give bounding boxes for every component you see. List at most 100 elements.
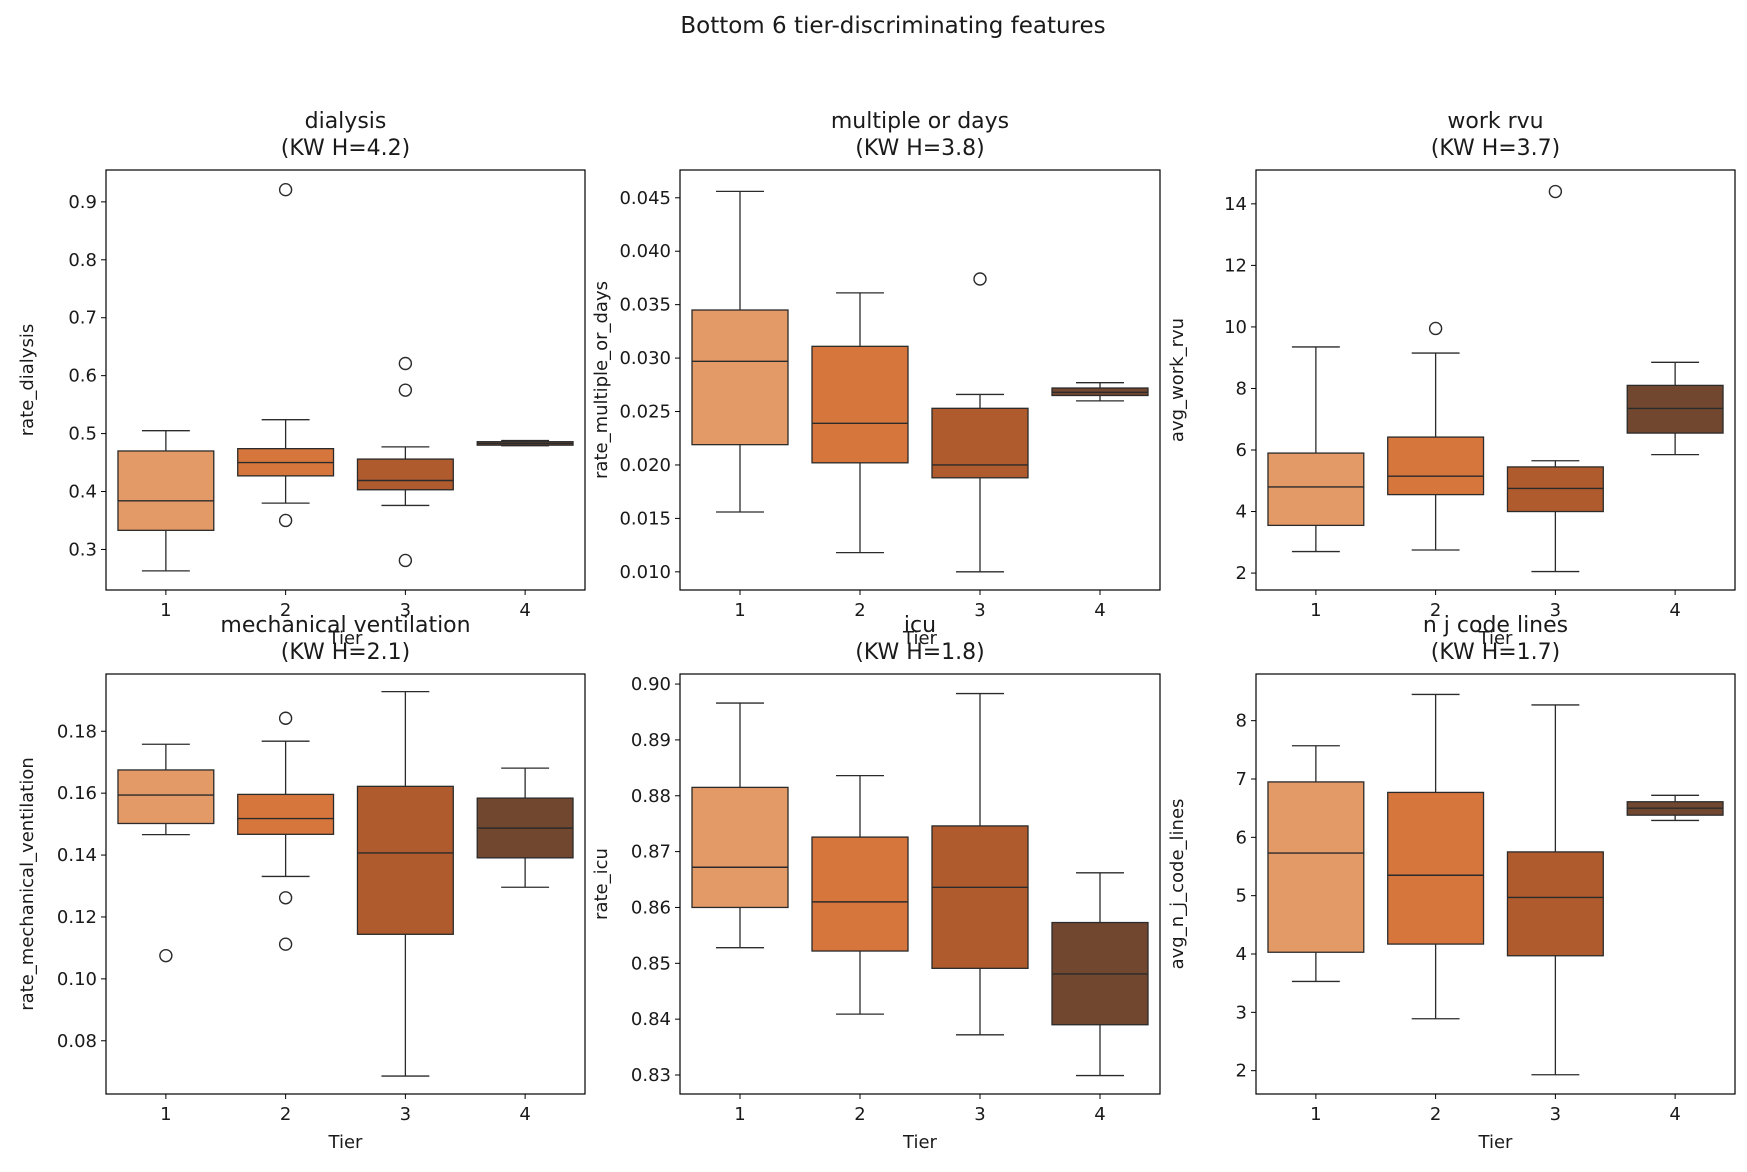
y-tick-label: 4	[1236, 944, 1247, 965]
box-tier-2	[811, 774, 909, 1015]
outlier-point	[159, 948, 173, 963]
box-tier-1	[691, 702, 789, 949]
outlier-point	[973, 272, 987, 286]
box-iqr	[356, 458, 454, 491]
x-tick-label: 1	[1310, 1104, 1321, 1125]
x-tick-label: 3	[974, 600, 985, 621]
box-iqr	[931, 825, 1029, 969]
box-iqr	[1506, 466, 1604, 513]
box-iqr	[1626, 384, 1724, 434]
x-tick-label: 3	[400, 600, 411, 621]
x-tick-label: 3	[974, 1104, 985, 1125]
box-tier-3	[931, 692, 1029, 1036]
y-tick-label: 0.84	[631, 1009, 671, 1030]
outlier-point	[278, 513, 293, 528]
box-tier-2	[811, 292, 909, 554]
outlier-point	[1428, 321, 1443, 336]
panel-subtitle: (KW H=1.8)	[855, 640, 985, 665]
box-tier-1	[691, 190, 789, 513]
x-tick-label: 4	[519, 1104, 530, 1125]
box-tier-1	[117, 743, 215, 963]
x-tick-label: 3	[1550, 600, 1561, 621]
y-axis-label: rate_mechanical_ventilation	[17, 757, 38, 1011]
box-iqr	[1267, 452, 1365, 527]
y-tick-label: 0.90	[631, 674, 671, 695]
x-tick-label: 1	[160, 600, 171, 621]
x-tick-label: 2	[1430, 600, 1441, 621]
y-tick-label: 6	[1236, 440, 1247, 461]
box-tier-1	[117, 430, 215, 572]
x-tick-label: 4	[1669, 600, 1680, 621]
box-tier-4	[1626, 794, 1724, 822]
box-iqr	[356, 785, 454, 935]
box-tier-3	[931, 272, 1029, 573]
y-tick-label: 3	[1236, 1002, 1247, 1023]
box-iqr	[691, 786, 789, 909]
y-axis-label: avg_work_rvu	[1167, 318, 1188, 442]
outlier-point	[278, 711, 293, 725]
axes-frame	[679, 673, 1161, 1095]
y-axis-label: avg_n_j_code_lines	[1167, 799, 1188, 970]
box-tier-1	[1267, 745, 1365, 983]
outlier-point	[398, 553, 413, 568]
y-tick-label: 0.7	[68, 308, 97, 329]
x-tick-label: 2	[1430, 1104, 1441, 1125]
y-tick-label: 0.6	[68, 366, 97, 387]
outlier-point	[398, 356, 413, 371]
panel-1: dialysis(KW H=4.2) 0.3 0.4 0.5 0.6 0.7 0.8 0.9 1…	[17, 109, 586, 649]
box-iqr	[1506, 851, 1604, 957]
y-tick-label: 0.020	[619, 455, 671, 476]
panel-subtitle: (KW H=3.8)	[855, 136, 985, 161]
y-tick-label: 0.83	[631, 1065, 671, 1086]
panel-4: mechanical ventilation(KW H=2.1) 0.08 0.10…	[17, 613, 586, 1153]
y-tick-label: 0.040	[619, 241, 671, 262]
panel-5: icu(KW H=1.8) 0.83 0.84 0.85 0.86 0.87 0.88 0.8…	[591, 613, 1161, 1153]
x-axis-label: Tier	[902, 1132, 938, 1153]
y-tick-label: 0.14	[57, 845, 97, 866]
axes-frame	[1255, 673, 1736, 1095]
y-tick-label: 0.86	[631, 897, 671, 918]
y-tick-label: 0.87	[631, 842, 671, 863]
outlier-point	[278, 937, 293, 951]
x-tick-label: 1	[160, 1104, 171, 1125]
box-tier-3	[1506, 184, 1604, 573]
box-iqr	[117, 769, 215, 825]
x-axis-label: Tier	[902, 628, 938, 649]
box-tier-4	[1626, 361, 1724, 456]
y-tick-label: 0.8	[68, 250, 97, 271]
x-tick-label: 4	[1669, 1104, 1680, 1125]
x-axis-label: Tier	[328, 1132, 364, 1153]
y-tick-label: 0.045	[619, 188, 671, 209]
y-tick-label: 0.10	[57, 969, 97, 990]
y-tick-label: 14	[1224, 194, 1247, 215]
x-tick-label: 2	[854, 600, 865, 621]
y-axis-label: rate_dialysis	[17, 324, 38, 436]
y-tick-label: 0.5	[68, 424, 97, 445]
y-tick-label: 7	[1236, 769, 1247, 790]
panel-6: n j code lines(KW H=1.7) 2 3 4 5 6 7 8 1 2 3 4 Tier a…	[1167, 613, 1736, 1153]
panel-subtitle: (KW H=4.2)	[281, 136, 411, 161]
x-axis-label: Tier	[1478, 628, 1514, 649]
y-tick-label: 0.9	[68, 192, 97, 213]
y-tick-label: 0.4	[68, 482, 97, 503]
box-iqr	[1387, 436, 1485, 496]
y-tick-label: 0.18	[57, 721, 97, 742]
y-tick-label: 0.12	[57, 907, 97, 928]
axes-frame	[105, 673, 586, 1095]
x-tick-label: 3	[1550, 1104, 1561, 1125]
outlier-point	[278, 891, 293, 905]
y-tick-label: 0.015	[619, 508, 671, 529]
panel-2: multiple or days(KW H=3.8) 0.010 0.015 0.02…	[591, 109, 1161, 649]
axes-frame	[1255, 169, 1736, 591]
y-tick-label: 0.030	[619, 348, 671, 369]
box-tier-2	[237, 182, 335, 528]
box-tier-3	[356, 356, 454, 568]
y-axis-label: rate_multiple_or_days	[591, 281, 612, 479]
box-iqr	[811, 345, 909, 464]
y-tick-label: 2	[1236, 563, 1247, 584]
box-iqr	[1387, 791, 1485, 945]
box-iqr	[691, 309, 789, 446]
y-tick-label: 0.85	[631, 953, 671, 974]
